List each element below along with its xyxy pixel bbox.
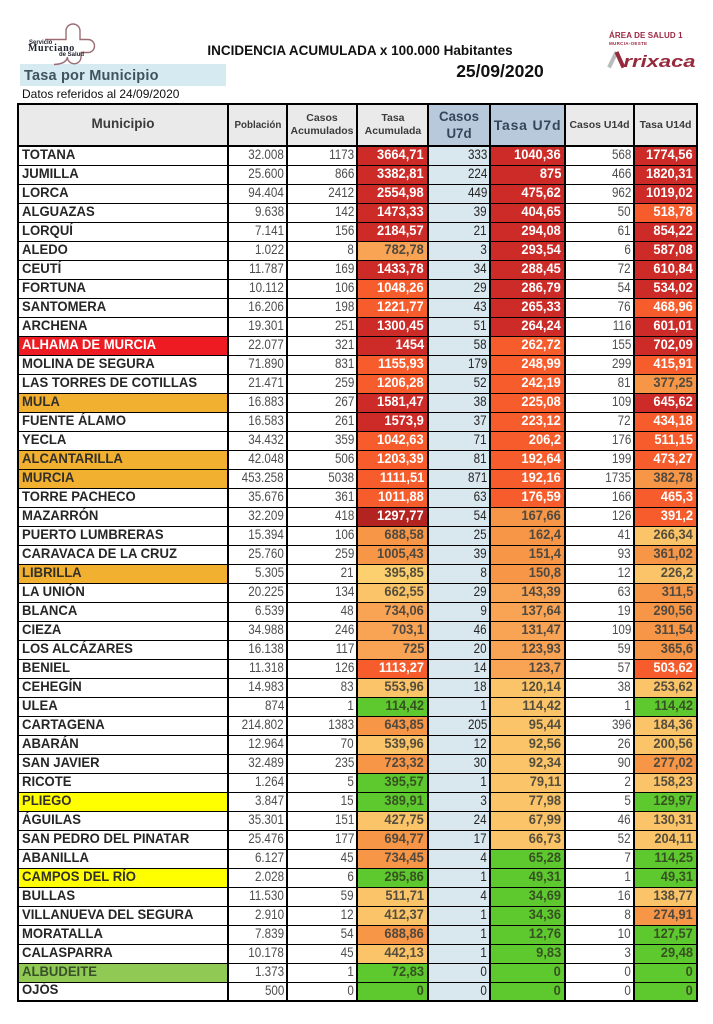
svg-text:rrixaca: rrixaca: [624, 52, 696, 69]
